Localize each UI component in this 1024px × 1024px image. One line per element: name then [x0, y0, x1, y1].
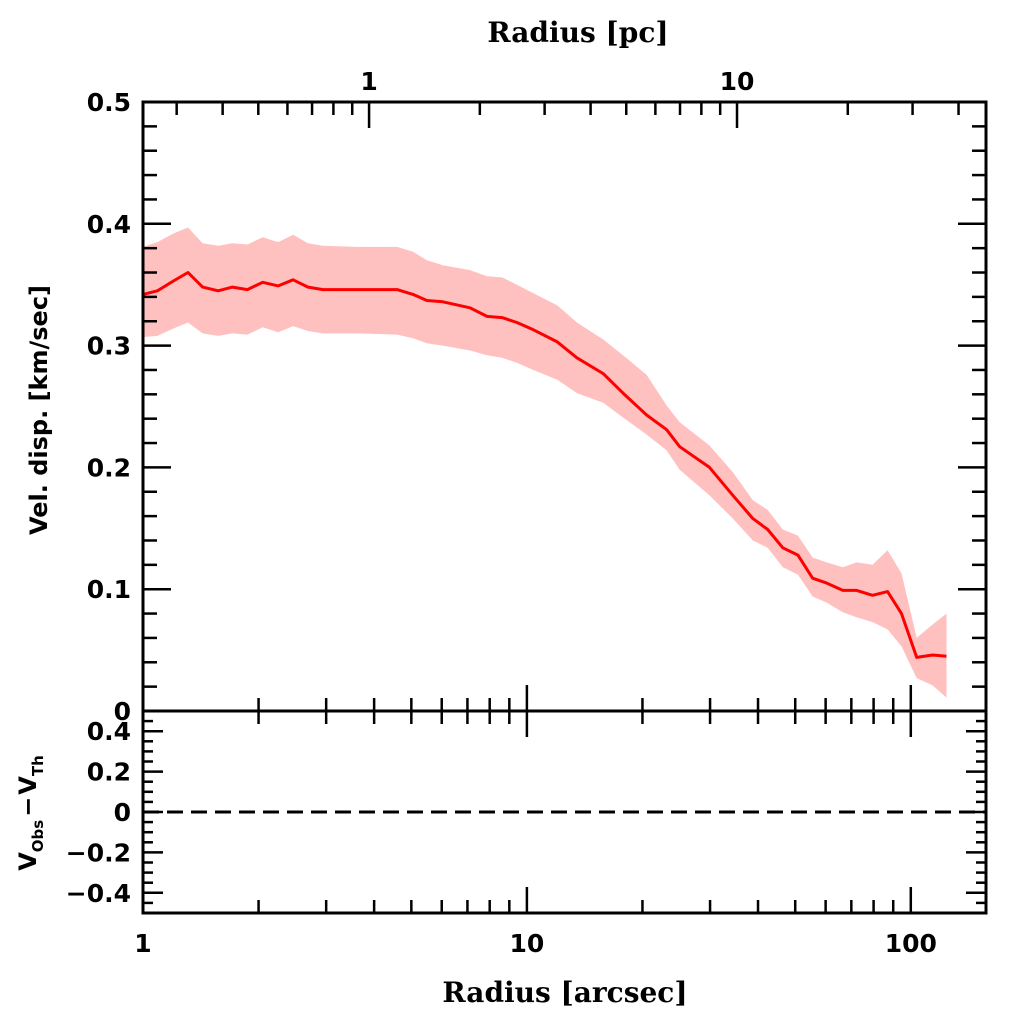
main-panel: 0 0.1 0.2 0.3 0.4 0.5 1 10 [87, 67, 988, 726]
ylabel-sub-th: Th [29, 755, 47, 776]
data-line [142, 271, 947, 659]
main-y-tick-labels: 0 0.1 0.2 0.3 0.4 0.5 [87, 88, 131, 726]
residual-plot-frame [141, 709, 988, 915]
top-x-tick-label: 10 [720, 67, 755, 96]
residual-y-axis-title: VObs−VTh [14, 755, 47, 871]
main-plot-frame [141, 100, 988, 713]
main-y-tick-label: 0.2 [87, 453, 131, 482]
bottom-x-axis-title: Radius [arcsec] [442, 976, 687, 1009]
residual-panel: 0.4 0.2 0 −0.2 −0.4 1 10 100 [66, 709, 988, 958]
ylabel-sub-obs: Obs [29, 820, 47, 852]
main-y-tick-label: 0.5 [87, 88, 131, 117]
main-y-tick-label: 0.1 [87, 575, 131, 604]
bottom-x-tick-label: 100 [885, 929, 937, 958]
main-axis-ticks [141, 100, 986, 713]
bottom-x-tick-label: 10 [509, 929, 544, 958]
main-y-tick-label: 0 [114, 697, 131, 726]
error-band [143, 227, 947, 698]
top-x-axis-title: Radius [pc] [487, 16, 668, 49]
ylabel-minus: − [14, 797, 42, 817]
top-x-tick-labels: 1 10 [360, 67, 754, 96]
residual-y-tick-label: 0.2 [87, 758, 131, 787]
ylabel-v-obs: V [14, 852, 42, 871]
data-line-layer [142, 271, 947, 659]
main-y-tick-label: 0.3 [87, 332, 131, 361]
residual-y-tick-labels: 0.4 0.2 0 −0.2 −0.4 [66, 717, 131, 908]
residual-y-tick-label: 0.4 [87, 717, 131, 746]
bottom-x-tick-labels: 1 10 100 [134, 929, 937, 958]
error-band-layer [143, 227, 947, 698]
bottom-x-tick-label: 1 [134, 929, 151, 958]
main-y-tick-label: 0.4 [87, 210, 131, 239]
residual-y-tick-label: 0 [114, 798, 131, 827]
residual-y-tick-label: −0.4 [66, 879, 131, 908]
ylabel-v-th: V [14, 776, 42, 795]
main-y-axis-title: Vel. disp. [km/sec] [25, 285, 53, 535]
residual-y-tick-label: −0.2 [66, 838, 131, 867]
top-x-tick-label: 1 [360, 67, 377, 96]
